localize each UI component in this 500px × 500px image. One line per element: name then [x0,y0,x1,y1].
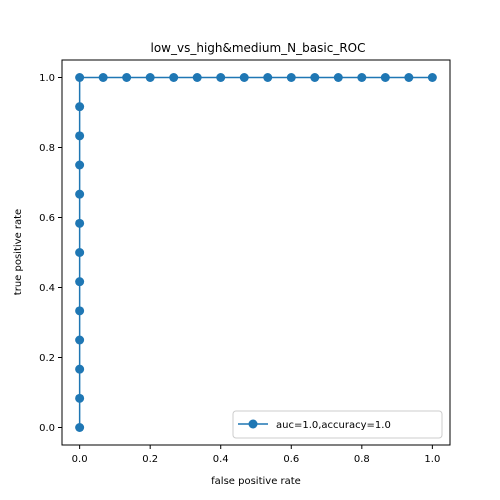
roc-point [75,160,85,170]
y-axis-ticks: 0.0 0.2 0.4 0.6 0.8 1.0 [39,73,62,434]
roc-point [75,102,85,112]
roc-point [404,73,414,82]
roc-point [75,306,85,316]
roc-point [286,73,296,82]
x-tick-label: 0.8 [354,454,370,465]
chart-title: low_vs_high&medium_N_basic_ROC [151,41,366,55]
roc-point [75,393,85,403]
y-tick-label: 0.4 [39,283,55,294]
roc-point [239,73,249,82]
y-axis-label: true positive rate [13,209,24,295]
roc-point [75,423,85,432]
x-tick-label: 0.2 [142,454,158,465]
roc-point [122,73,132,82]
roc-point [216,73,226,82]
plot-layer [75,73,437,432]
y-tick-label: 1.0 [39,73,55,84]
y-tick-label: 0.0 [39,423,55,434]
roc-point [75,73,85,82]
y-tick-label: 0.8 [39,143,55,154]
roc-point [427,73,437,82]
x-tick-label: 0.0 [72,454,88,465]
roc-point [75,189,85,199]
x-axis-label: false positive rate [211,476,301,487]
roc-point [357,73,367,82]
roc-point [75,131,85,141]
roc-point [145,73,155,82]
y-tick-label: 0.2 [39,353,55,364]
x-tick-label: 0.6 [283,454,299,465]
roc-point [75,248,85,257]
roc-point [333,73,343,82]
roc-point [380,73,390,82]
roc-point [263,73,273,82]
roc-point [75,277,85,287]
y-tick-label: 0.6 [39,213,55,224]
roc-point [169,73,179,82]
legend-marker-swatch [248,419,258,429]
axes-frame [61,59,451,446]
roc-point [75,364,85,374]
roc-point [75,335,85,345]
legend-label: auc=1.0,accuracy=1.0 [276,420,391,431]
roc-curve-line [78,76,433,428]
roc-point [98,73,108,82]
x-tick-label: 1.0 [424,454,440,465]
legend-box [232,410,443,439]
legend: auc=1.0,accuracy=1.0 [232,410,443,439]
x-tick-label: 0.4 [213,454,229,465]
roc-point [192,73,202,82]
roc-point [310,73,320,82]
roc-point [75,218,85,228]
x-axis-ticks: 0.0 0.2 0.4 0.6 0.8 1.0 [72,445,440,465]
